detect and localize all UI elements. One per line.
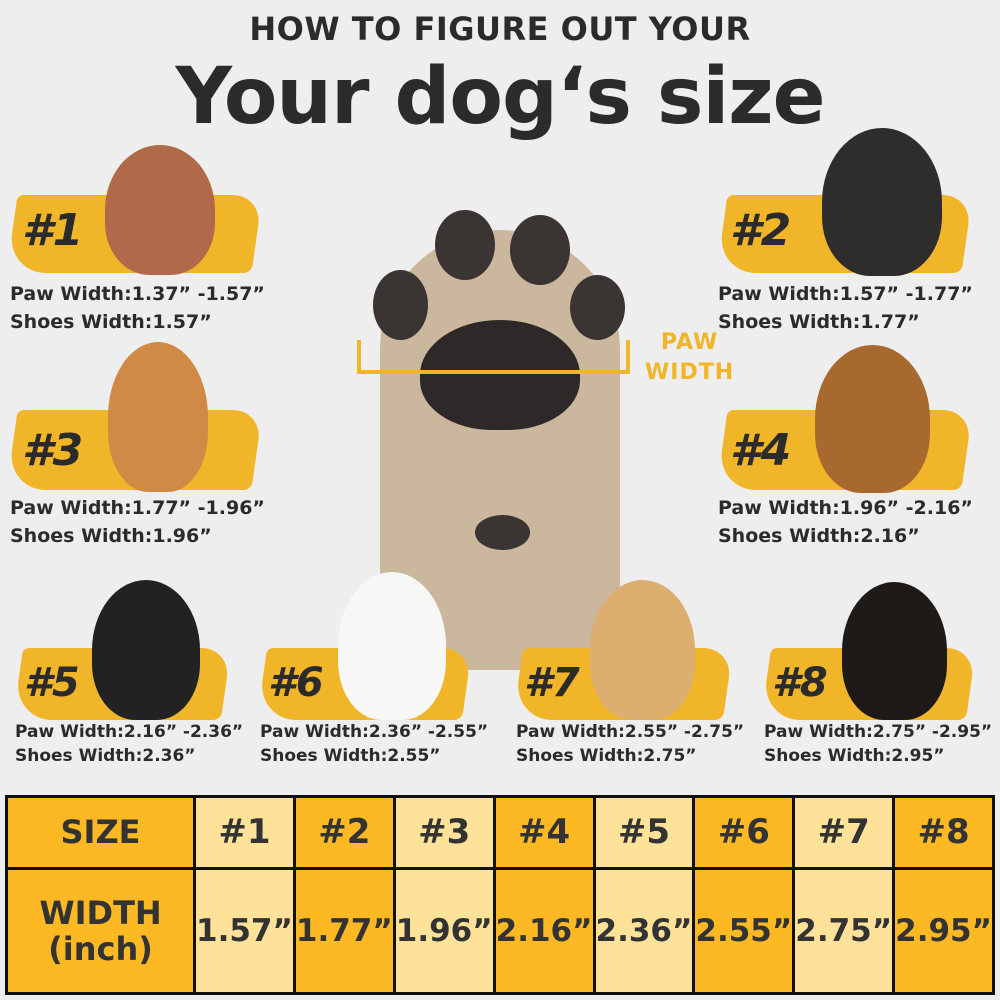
dog-image-beagle — [815, 345, 930, 493]
size-number-3: #3 — [22, 425, 84, 476]
dog-image-poodle — [105, 145, 215, 275]
size-cell: #3 — [392, 795, 496, 870]
size-table: SIZE #1 #2 #3 #4 #5 #6 #7 #8 WIDTH (inch)… — [5, 795, 995, 996]
dog-image-rottweiler — [842, 582, 947, 720]
shoes-width-text: Shoes Width:2.16” — [718, 525, 920, 547]
paw-label-line2: WIDTH — [645, 360, 735, 385]
size-cell: #4 — [492, 795, 596, 870]
width-cell: 2.55” — [692, 866, 796, 996]
width-cell: 2.36” — [592, 866, 696, 996]
shoes-width-text: Shoes Width:2.55” — [260, 746, 441, 766]
size-number-6: #6 — [268, 660, 324, 706]
paw-width-text: Paw Width:2.75” -2.95” — [764, 722, 993, 742]
size-cell: #2 — [292, 795, 396, 870]
size-cell: #8 — [892, 795, 995, 870]
size-info-1: Paw Width:1.37” -1.57” Shoes Width:1.57” — [10, 280, 265, 336]
size-number-1: #1 — [22, 205, 84, 256]
size-info-4: Paw Width:1.96” -2.16” Shoes Width:2.16” — [718, 494, 973, 550]
measuring-tape-icon — [357, 340, 630, 374]
size-cell: #7 — [792, 795, 896, 870]
size-row: SIZE #1 #2 #3 #4 #5 #6 #7 #8 — [5, 795, 995, 870]
width-row: WIDTH (inch) 1.57” 1.77” 1.96” 2.16” 2.36… — [5, 866, 995, 996]
page-title: Your dog‘s size — [175, 52, 826, 142]
dog-image-samoyed — [338, 572, 446, 720]
size-number-4: #4 — [730, 425, 792, 476]
size-info-3: Paw Width:1.77” -1.96” Shoes Width:1.96” — [10, 494, 265, 550]
paw-width-label: PAW WIDTH — [645, 328, 734, 388]
width-cell: 1.96” — [392, 866, 496, 996]
paw-width-text: Paw Width:1.96” -2.16” — [718, 497, 973, 519]
shoes-width-text: Shoes Width:2.36” — [15, 746, 196, 766]
shoes-width-text: Shoes Width:2.95” — [764, 746, 945, 766]
size-cell: #5 — [592, 795, 696, 870]
size-info-6: Paw Width:2.36” -2.55” Shoes Width:2.55” — [260, 720, 488, 768]
paw-label-line1: PAW — [660, 330, 719, 355]
dog-image-border-collie — [92, 580, 200, 720]
width-cell: 1.57” — [193, 866, 296, 996]
width-header-line2: (inch) — [48, 929, 153, 968]
dog-image-schnauzer — [822, 128, 942, 276]
size-cell: #1 — [193, 795, 296, 870]
size-number-8: #8 — [772, 660, 828, 706]
size-info-2: Paw Width:1.57” -1.77” Shoes Width:1.77” — [718, 280, 973, 336]
paw-width-text: Paw Width:2.16” -2.36” — [15, 722, 244, 742]
paw-width-text: Paw Width:1.77” -1.96” — [10, 497, 265, 519]
width-cell: 2.75” — [792, 866, 896, 996]
size-header: SIZE — [5, 795, 196, 870]
shoes-width-text: Shoes Width:1.96” — [10, 525, 212, 547]
paw-width-text: Paw Width:1.37” -1.57” — [10, 283, 265, 305]
size-info-7: Paw Width:2.55” -2.75” Shoes Width:2.75” — [516, 720, 744, 768]
shoes-width-text: Shoes Width:1.77” — [718, 311, 920, 333]
paw-width-text: Paw Width:1.57” -1.77” — [718, 283, 973, 305]
size-info-5: Paw Width:2.16” -2.36” Shoes Width:2.36” — [15, 720, 243, 768]
width-cell: 2.16” — [492, 866, 596, 996]
shoes-width-text: Shoes Width:1.57” — [10, 311, 212, 333]
size-number-2: #2 — [730, 205, 792, 256]
dog-image-shiba — [108, 342, 208, 492]
width-header: WIDTH (inch) — [5, 866, 196, 996]
size-number-7: #7 — [524, 660, 580, 706]
size-info-8: Paw Width:2.75” -2.95” Shoes Width:2.95” — [764, 720, 992, 768]
paw-width-text: Paw Width:2.55” -2.75” — [516, 722, 745, 742]
size-cell: #6 — [692, 795, 796, 870]
width-header-line1: WIDTH — [39, 893, 162, 932]
dog-image-golden-retriever — [590, 580, 695, 720]
subtitle: HOW TO FIGURE OUT YOUR — [249, 10, 751, 48]
size-number-5: #5 — [24, 660, 80, 706]
width-cell: 2.95” — [892, 866, 995, 996]
shoes-width-text: Shoes Width:2.75” — [516, 746, 697, 766]
paw-width-text: Paw Width:2.36” -2.55” — [260, 722, 489, 742]
width-cell: 1.77” — [292, 866, 396, 996]
